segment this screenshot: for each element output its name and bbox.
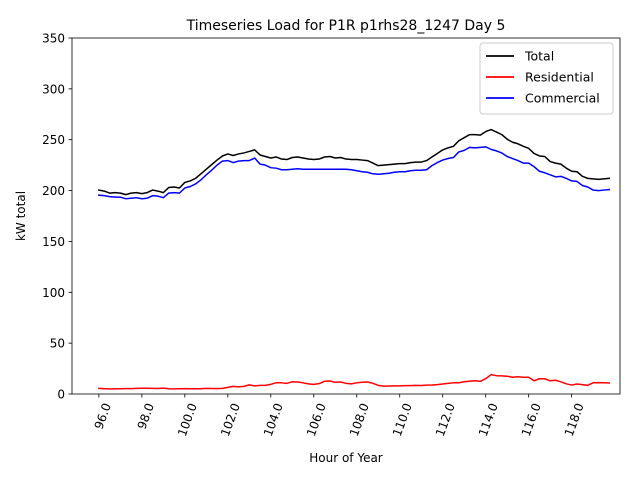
axes-frame: [71, 37, 621, 395]
series-line-commercial: [98, 146, 611, 200]
series-line-residential: [98, 373, 611, 390]
y-tick-label: 0: [57, 388, 65, 402]
y-tick-label: 250: [42, 133, 65, 147]
y-tick-label: 150: [42, 235, 65, 249]
legend-box: [479, 42, 614, 115]
legend-label-commercial: Commercial: [525, 91, 600, 106]
legend-label-total: Total: [524, 49, 554, 64]
y-tick-label: 300: [42, 82, 65, 96]
y-tick-label: 200: [42, 184, 65, 198]
legend: Total Residential Commercial: [479, 42, 614, 115]
y-tick-label: 50: [50, 337, 65, 351]
chart-title: Timeseries Load for P1R p1rhs28_1247 Day…: [186, 18, 506, 34]
plot-area: [97, 128, 611, 390]
series-line-total: [97, 128, 611, 196]
y-tick-label: 100: [42, 286, 65, 300]
y-tick-label: 350: [42, 32, 65, 46]
y-axis-title: kW total: [14, 191, 28, 241]
legend-label-residential: Residential: [525, 70, 594, 85]
x-axis-title: Hour of Year: [309, 451, 383, 465]
